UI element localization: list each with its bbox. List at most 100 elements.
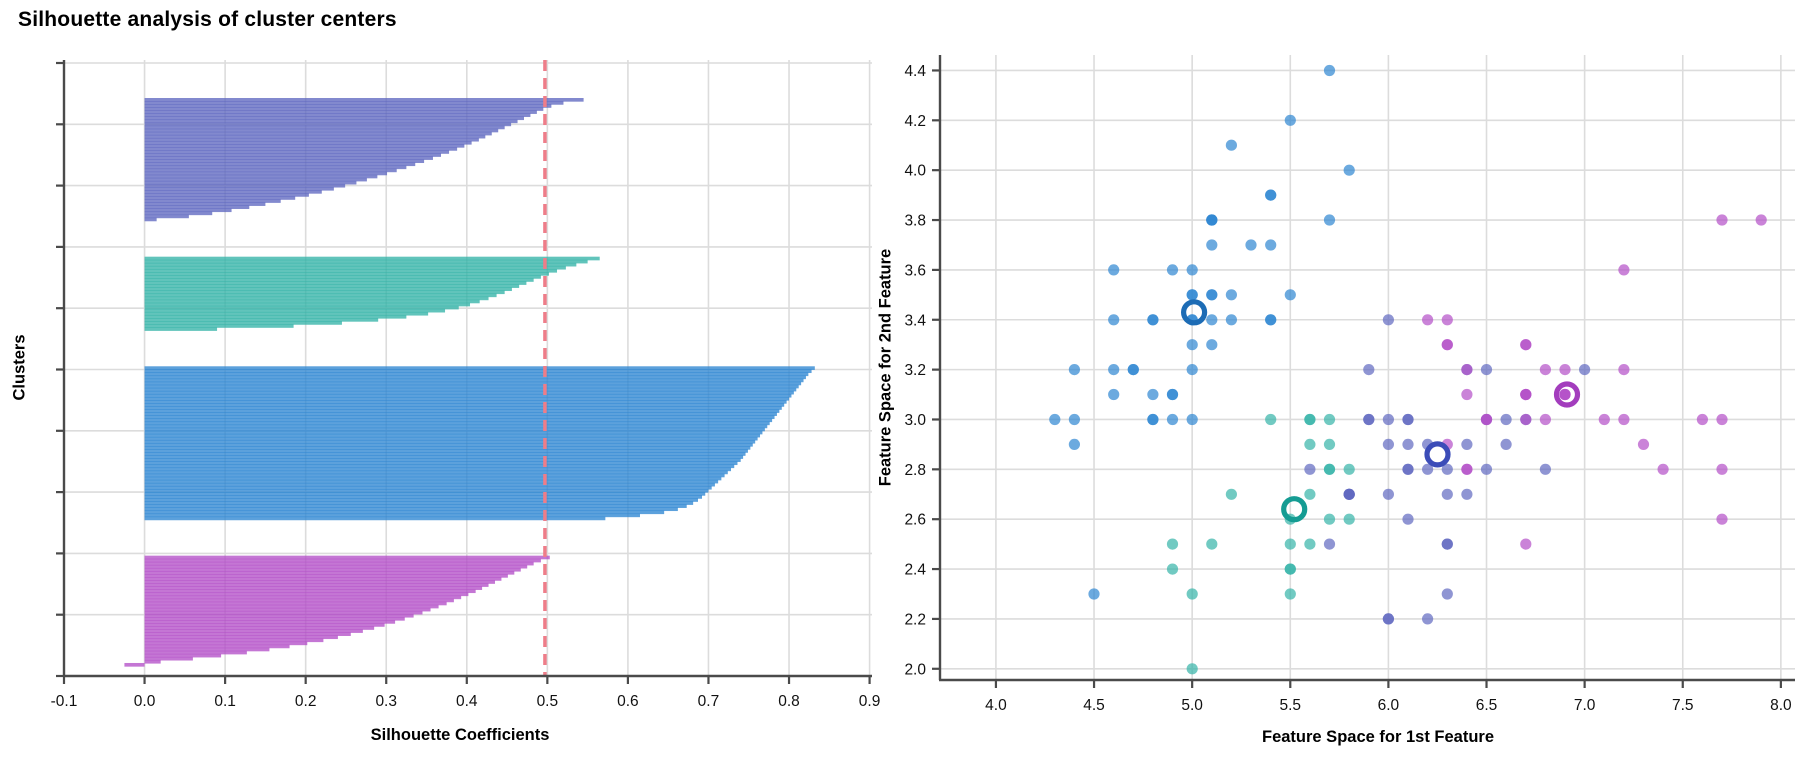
silhouette-xtick-label: 0.0	[134, 693, 156, 710]
data-point	[1441, 538, 1453, 550]
scatter-ytick-label: 4.0	[904, 163, 926, 180]
data-point	[1068, 438, 1080, 450]
data-point	[1166, 413, 1179, 426]
data-point	[1304, 413, 1316, 426]
data-point	[1441, 488, 1453, 500]
silhouette-xtick-label: 0.5	[537, 693, 559, 710]
data-point	[1186, 413, 1198, 426]
data-point	[1520, 413, 1532, 426]
data-point	[1755, 214, 1767, 226]
scatter-xtick-label: 7.0	[1574, 697, 1596, 714]
data-point	[1402, 513, 1414, 525]
data-point	[1108, 314, 1120, 326]
data-point	[1716, 214, 1728, 226]
scatter-ytick-label: 3.8	[904, 213, 926, 230]
data-point	[1618, 364, 1630, 376]
scatter-xtick-label: 4.5	[1083, 697, 1105, 714]
data-point	[1284, 563, 1296, 575]
silhouette-xtick-label: 0.3	[375, 693, 397, 710]
scatter-ytick-label: 2.8	[904, 462, 926, 479]
scatter-xtick-label: 5.0	[1181, 697, 1203, 714]
silhouette-band-indigo	[144, 98, 584, 222]
data-point	[1265, 314, 1277, 326]
data-point	[1186, 264, 1198, 276]
scatter-ytick-label: 3.6	[904, 262, 926, 279]
data-point	[1284, 588, 1296, 600]
data-point	[1696, 413, 1708, 426]
data-point	[1225, 289, 1237, 301]
data-point	[1206, 314, 1218, 326]
scatter-ytick-label: 4.4	[904, 63, 926, 80]
data-point	[1127, 364, 1139, 376]
silhouette-xtick-label: 0.2	[295, 693, 317, 710]
silhouette-xtick-label: 0.8	[778, 693, 800, 710]
silhouette-xtick-labels: -0.1 0.0 0.1 0.2 0.3 0.4 0.5 0.6 0.7 0.8 0.9	[51, 693, 881, 710]
data-point	[1382, 613, 1394, 625]
data-point	[1461, 463, 1473, 475]
data-point	[1402, 438, 1414, 450]
silhouette-band-magenta	[124, 555, 550, 667]
data-point	[1716, 513, 1728, 525]
silhouette-yaxis-label: Clusters	[10, 334, 29, 401]
scatter-ytick-label: 3.4	[904, 312, 926, 329]
data-point	[1206, 538, 1218, 550]
scatter-xtick-label: 8.0	[1770, 697, 1792, 714]
data-point	[1382, 438, 1394, 450]
data-point	[1618, 413, 1630, 426]
silhouette-axes	[56, 60, 872, 684]
data-point	[1657, 463, 1669, 475]
data-point	[1049, 413, 1061, 426]
data-point	[1068, 413, 1080, 426]
data-point	[1461, 488, 1473, 500]
silhouette-chart: -0.1 0.0 0.1 0.2 0.3 0.4 0.5 0.6 0.7 0.8 0.9	[51, 60, 881, 710]
cluster-center-teal	[1281, 496, 1308, 523]
data-point	[1284, 289, 1296, 301]
scatter-xaxis-label: Feature Space for 1st Feature	[1262, 728, 1494, 746]
data-point	[1480, 463, 1493, 475]
data-point	[1206, 289, 1218, 301]
scatter-axes	[932, 55, 1795, 688]
data-point	[1539, 364, 1551, 376]
data-point	[1186, 588, 1198, 600]
data-point	[1422, 463, 1434, 475]
data-point	[1323, 64, 1336, 77]
data-point	[1206, 339, 1218, 351]
figure-title: Silhouette analysis of cluster centers	[18, 8, 397, 31]
silhouette-xtick-label: -0.1	[51, 693, 78, 710]
data-point	[1637, 438, 1650, 450]
scatter-points-blue	[1049, 64, 1355, 600]
scatter-ytick-label: 2.2	[904, 611, 926, 628]
silhouette-xtick-label: 0.4	[456, 693, 478, 710]
silhouette-xtick-label: 0.1	[214, 693, 236, 710]
data-point	[1206, 239, 1218, 251]
data-point	[1343, 164, 1355, 176]
data-point	[1343, 488, 1355, 500]
data-point	[1068, 364, 1080, 376]
data-point	[1539, 413, 1551, 426]
silhouette-band-blue	[144, 366, 815, 521]
silhouette-bands	[124, 98, 815, 667]
data-point	[1422, 314, 1434, 326]
data-point	[1461, 364, 1473, 376]
data-point	[1716, 463, 1728, 475]
data-point	[1166, 563, 1179, 575]
data-point	[1108, 364, 1120, 376]
data-point	[1618, 264, 1630, 276]
data-point	[1461, 438, 1473, 450]
silhouette-band-teal	[144, 256, 600, 331]
scatter-xtick-label: 7.5	[1672, 697, 1694, 714]
data-point	[1441, 588, 1453, 600]
data-point	[1402, 463, 1414, 475]
data-point	[1441, 463, 1453, 475]
data-point	[1520, 538, 1532, 550]
data-point	[1461, 388, 1473, 401]
data-point	[1166, 388, 1179, 401]
data-point	[1343, 513, 1355, 525]
data-point	[1441, 314, 1453, 326]
scatter-ytick-label: 2.6	[904, 512, 926, 529]
silhouette-xtick-label: 0.9	[859, 693, 881, 710]
scatter-xtick-label: 6.0	[1378, 697, 1400, 714]
scatter-yaxis-label: Feature Space for 2nd Feature	[876, 248, 895, 487]
data-point	[1363, 413, 1375, 426]
